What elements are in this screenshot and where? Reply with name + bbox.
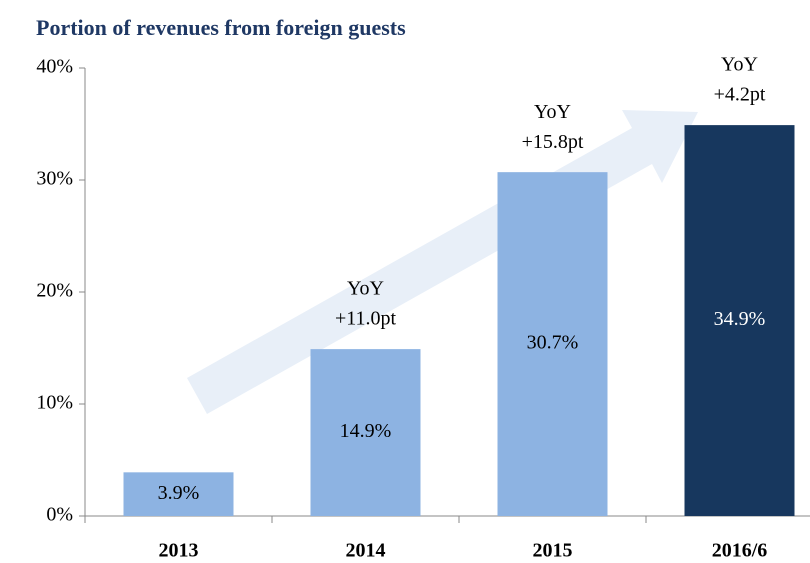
x-tick-label: 2015	[533, 540, 573, 562]
annotation: +11.0pt	[335, 308, 397, 330]
y-tick-label: 0%	[46, 504, 73, 526]
value-label: 30.7%	[527, 332, 579, 354]
trend-arrow	[187, 110, 698, 414]
y-tick-label: 20%	[36, 280, 73, 302]
chart-title: Portion of revenues from foreign guests	[36, 15, 406, 40]
y-tick-label: 30%	[36, 168, 73, 190]
bar	[497, 172, 608, 516]
bar	[123, 472, 234, 516]
annotation: +15.8pt	[522, 131, 584, 153]
x-tick-label: 2014	[346, 540, 386, 562]
bar	[684, 125, 795, 517]
value-label: 14.9%	[340, 420, 392, 442]
annotation: YoY	[721, 54, 758, 76]
value-label: 3.9%	[158, 482, 200, 504]
x-tick-label: 2016/6	[712, 540, 768, 562]
annotation: YoY	[347, 278, 384, 300]
value-label: 34.9%	[714, 308, 766, 330]
annotation: YoY	[534, 101, 571, 123]
x-tick-label: 2013	[159, 540, 199, 562]
bar	[310, 349, 421, 516]
annotation: +4.2pt	[714, 84, 766, 106]
y-tick-label: 10%	[36, 392, 73, 414]
y-tick-label: 40%	[36, 56, 73, 78]
